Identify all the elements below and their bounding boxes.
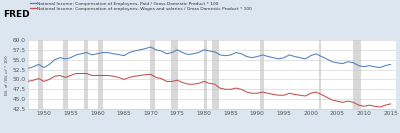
Bar <box>38 40 43 109</box>
Bar <box>319 40 321 109</box>
Bar <box>353 40 361 109</box>
Bar <box>260 40 264 109</box>
Bar <box>150 40 156 109</box>
Legend: National Income: Compensation of Employees, Paid / Gross Domestic Product * 100,: National Income: Compensation of Employe… <box>30 1 252 11</box>
Bar <box>63 40 68 109</box>
Bar <box>98 40 103 109</box>
Bar <box>212 40 220 109</box>
Y-axis label: Bil. of $ / Bil. of $ * 100: Bil. of $ / Bil. of $ * 100 <box>3 53 10 95</box>
Bar <box>84 40 88 109</box>
Text: FRED: FRED <box>3 10 30 19</box>
Bar <box>171 40 178 109</box>
Bar <box>204 40 207 109</box>
